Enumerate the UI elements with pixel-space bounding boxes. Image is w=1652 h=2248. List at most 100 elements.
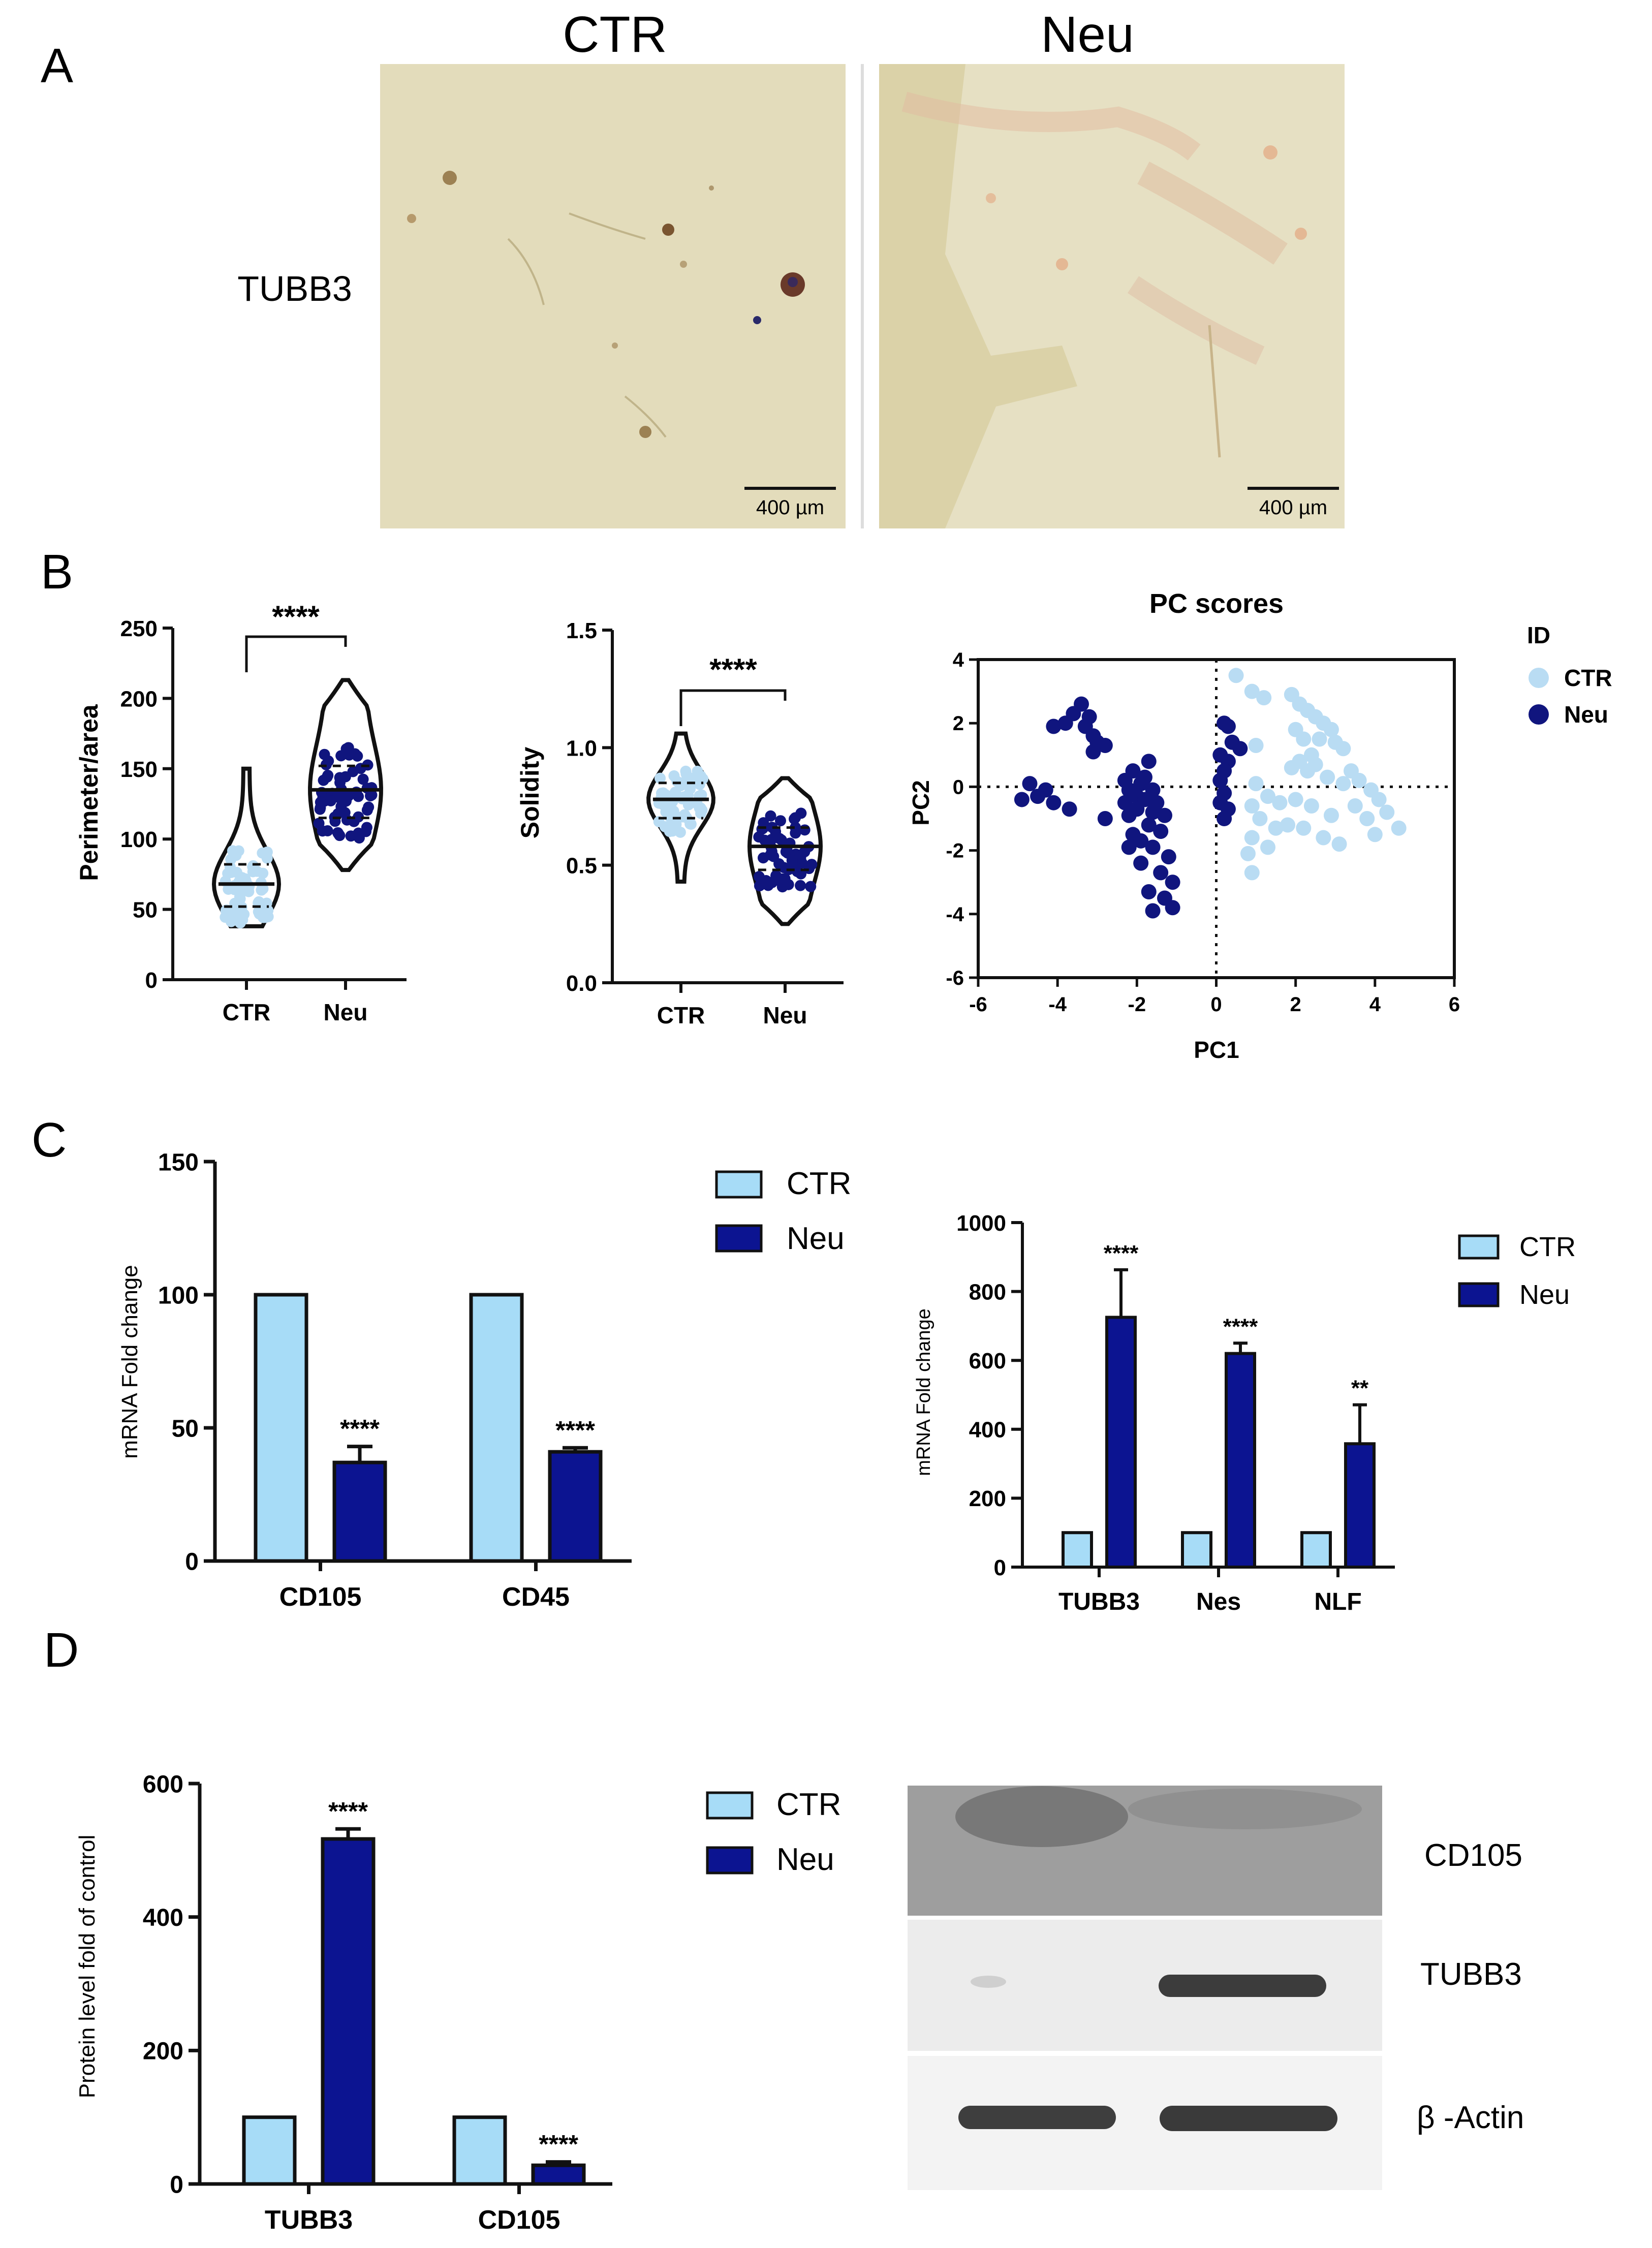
b3-point-neu — [1145, 839, 1161, 855]
B2-point-neu — [753, 871, 765, 883]
b3-point-neu — [1097, 811, 1113, 826]
B2-point-neu — [790, 827, 801, 839]
b3-xtick-label: -2 — [1128, 993, 1146, 1016]
b3-legend-ctr-marker — [1529, 668, 1549, 688]
B2-ytick-label: 0.5 — [566, 854, 597, 879]
B1-point-neu — [361, 822, 372, 833]
B2-point-neu — [790, 812, 801, 824]
c1-xtick-label: CD45 — [502, 1582, 570, 1612]
b3-point-neu — [1046, 719, 1062, 734]
b1-sig: **** — [272, 600, 320, 634]
c1-bar-ctr — [469, 1293, 524, 1563]
c2-bar-neu — [1105, 1316, 1137, 1569]
c2-bar-neu — [1344, 1442, 1376, 1569]
b3-point-neu — [1153, 824, 1169, 839]
b3-point-neu — [1141, 817, 1157, 833]
b3-point-ctr — [1256, 690, 1272, 706]
c2-ytick-label: 200 — [969, 1486, 1006, 1511]
b3-point-neu — [1141, 754, 1157, 769]
bar-chart-cd105-cd45: mRNA Fold change 0 50 100 150 **** CD105 **** C… — [117, 1149, 851, 1612]
b3-point-neu — [1165, 900, 1180, 916]
B1-point-ctr — [239, 873, 251, 885]
micrograph-neu: 400 µm — [879, 64, 1345, 528]
b3-point-neu — [1022, 776, 1038, 792]
b3-legend-neu: Neu — [1564, 701, 1608, 728]
b3-point-neu — [1212, 772, 1228, 788]
panel-d-letter: D — [44, 1623, 79, 1677]
B2-point-ctr — [686, 772, 698, 784]
bar-chart-tubb3-nes-nlf: mRNA Fold change 0 200 400 600 800 1000 **** TU… — [913, 1211, 1576, 1615]
c1-ytick-label: 0 — [185, 1548, 199, 1575]
b3-point-ctr — [1351, 772, 1367, 788]
B1-violin-ctr — [211, 766, 282, 928]
blot-label-cd105: CD105 — [1424, 1838, 1522, 1873]
b3-point-ctr — [1260, 839, 1276, 855]
c1-bar-neu — [332, 1460, 387, 1563]
B1-point-neu — [322, 825, 333, 836]
b3-point-ctr — [1248, 776, 1264, 792]
c2-annotation: ** — [1351, 1376, 1369, 1401]
B1-ytick-label: 0 — [145, 968, 158, 993]
b3-point-ctr — [1320, 769, 1335, 785]
B1-point-neu — [353, 811, 364, 823]
b3-legend-ctr: CTR — [1564, 665, 1612, 691]
B1-point-neu — [322, 769, 334, 781]
c2-bar-ctr — [1062, 1531, 1093, 1569]
c2-ytick-label: 0 — [994, 1555, 1006, 1580]
B1-point-neu — [353, 827, 364, 839]
panel-c-letter: C — [32, 1113, 67, 1167]
B1-ytick-label: 200 — [120, 686, 158, 711]
B1-point-neu — [325, 795, 336, 807]
b3-point-ctr — [1296, 731, 1312, 747]
b3-point-ctr — [1252, 811, 1268, 826]
b3-point-neu — [1057, 715, 1073, 731]
d1-legend-ctr: CTR — [776, 1787, 841, 1822]
B2-point-neu — [774, 833, 786, 845]
b3-point-neu — [1220, 719, 1236, 734]
B1-ytick-label: 150 — [120, 757, 158, 782]
d1-bar-neu — [531, 2163, 586, 2186]
b3-point-neu — [1097, 738, 1113, 754]
b3-xtick-label: 4 — [1369, 993, 1381, 1016]
B2-point-neu — [786, 855, 798, 866]
b3-point-neu — [1145, 903, 1161, 919]
B2-point-ctr — [667, 819, 679, 830]
b3-ytick-label: -4 — [946, 903, 964, 926]
d1-legend-neu: Neu — [776, 1842, 834, 1877]
scale-bar-ctr: 400 µm — [756, 496, 824, 519]
micrograph-ctr: 400 µm — [380, 64, 846, 528]
c2-legend-ctr: CTR — [1519, 1232, 1576, 1262]
b3-point-ctr — [1280, 817, 1296, 833]
b3-point-ctr — [1272, 795, 1288, 810]
b3-point-ctr — [1331, 836, 1347, 852]
B2-point-ctr — [684, 783, 696, 795]
c2-bar-ctr — [1300, 1531, 1332, 1569]
d1-bar-ctr — [242, 2115, 297, 2186]
b3-point-ctr — [1288, 792, 1303, 807]
c2-xtick-label: TUBB3 — [1058, 1588, 1140, 1615]
c1-bar-neu — [548, 1450, 603, 1563]
B1-sig-bracket — [245, 635, 347, 672]
b3-point-neu — [1121, 807, 1137, 823]
scale-bar-neu: 400 µm — [1259, 496, 1327, 519]
B2-point-neu — [778, 862, 790, 873]
panel-b-letter: B — [41, 545, 73, 599]
b3-point-neu — [1046, 795, 1062, 810]
B2-point-neu — [759, 834, 771, 846]
B1-point-neu — [334, 777, 346, 789]
c2-ylabel: mRNA Fold change — [913, 1308, 934, 1476]
c2-ytick-label: 1000 — [956, 1211, 1006, 1236]
western-blot: CD105 TUBB3 β -Actin — [908, 1786, 1524, 2190]
B1-point-ctr — [238, 883, 250, 895]
B2-ytick-label: 1.0 — [566, 736, 597, 761]
B2-point-ctr — [659, 789, 671, 800]
d1-xtick-label: CD105 — [478, 2205, 560, 2235]
B2-point-ctr — [668, 770, 680, 782]
B2-point-neu — [762, 880, 774, 891]
b3-point-ctr — [1260, 789, 1276, 804]
c2-legend-ctr-swatch — [1458, 1234, 1500, 1260]
B1-xtick-label: CTR — [223, 999, 271, 1025]
d1-annotation: **** — [328, 1797, 368, 1825]
B2-point-ctr — [684, 818, 696, 830]
b3-point-neu — [1030, 789, 1046, 804]
